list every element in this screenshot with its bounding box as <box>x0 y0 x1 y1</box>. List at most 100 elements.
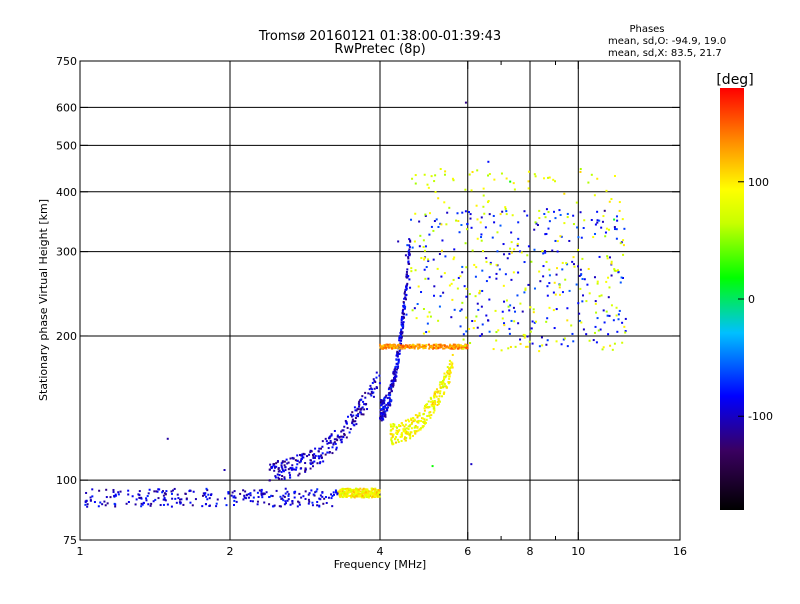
data-point <box>93 501 96 504</box>
data-point <box>337 490 340 493</box>
data-point <box>575 283 578 286</box>
data-point <box>552 291 555 294</box>
data-point <box>394 370 397 373</box>
data-point <box>413 344 416 347</box>
data-point <box>435 388 438 391</box>
data-point <box>382 407 385 410</box>
data-point <box>347 415 350 418</box>
data-point <box>438 395 441 398</box>
data-point <box>533 321 536 324</box>
data-point <box>338 493 341 496</box>
data-point <box>399 435 402 438</box>
data-point <box>414 432 417 435</box>
data-point <box>404 431 407 434</box>
data-point <box>239 492 242 495</box>
data-point <box>161 491 164 494</box>
data-point <box>142 502 145 505</box>
y-tick-label: 400 <box>56 186 77 199</box>
data-point <box>370 387 373 390</box>
data-point <box>344 493 347 496</box>
data-point <box>548 282 551 285</box>
data-point <box>147 492 150 495</box>
data-point <box>344 488 347 491</box>
data-point <box>532 311 535 314</box>
data-point <box>380 400 383 403</box>
data-point <box>558 283 561 286</box>
data-point <box>391 425 394 428</box>
data-point <box>321 452 324 455</box>
data-point <box>268 503 271 506</box>
data-point <box>335 491 338 494</box>
data-point <box>452 343 455 346</box>
data-point <box>233 499 236 502</box>
data-point <box>458 347 461 350</box>
data-point <box>389 391 392 394</box>
data-point <box>618 201 621 204</box>
data-point <box>488 276 491 279</box>
data-point <box>402 315 405 318</box>
data-point <box>138 494 141 497</box>
data-point <box>320 447 323 450</box>
data-point <box>381 402 384 405</box>
data-point <box>411 434 414 437</box>
data-point <box>293 496 296 499</box>
data-point <box>304 490 307 493</box>
data-point <box>117 493 120 496</box>
data-point <box>382 346 385 349</box>
data-point <box>617 271 620 274</box>
data-point <box>341 496 344 499</box>
x-tick-label: 2 <box>227 545 234 558</box>
data-point <box>284 466 287 469</box>
data-point <box>412 420 415 423</box>
data-point <box>604 231 607 234</box>
data-point <box>556 267 559 270</box>
data-point <box>575 201 578 204</box>
data-point <box>247 496 250 499</box>
data-point <box>131 495 134 498</box>
data-point <box>607 276 610 279</box>
data-point <box>332 493 335 496</box>
data-point <box>312 457 315 460</box>
data-point <box>99 501 102 504</box>
data-point <box>475 204 478 207</box>
data-point <box>513 248 516 251</box>
data-point <box>422 307 425 310</box>
data-point <box>404 419 407 422</box>
data-point <box>611 348 614 351</box>
data-point <box>462 333 465 336</box>
data-point <box>404 346 407 349</box>
data-point <box>289 476 292 479</box>
data-point <box>555 273 558 276</box>
data-point <box>437 344 440 347</box>
data-point <box>188 489 191 492</box>
data-point <box>401 310 404 313</box>
data-point <box>313 460 316 463</box>
data-point <box>361 395 364 398</box>
data-point <box>435 343 438 346</box>
data-point <box>425 418 428 421</box>
data-point <box>553 281 556 284</box>
data-point <box>392 378 395 381</box>
data-point <box>437 343 440 346</box>
data-point <box>624 330 627 333</box>
data-point <box>467 211 470 214</box>
data-point <box>508 327 511 330</box>
phase-stats-x-mode: mean, sd,X: 83.5, 21.7 <box>608 48 722 59</box>
data-point <box>613 218 616 221</box>
data-point <box>594 232 597 235</box>
data-point <box>520 251 523 254</box>
data-point <box>385 394 388 397</box>
data-point <box>508 332 511 335</box>
data-point <box>553 327 556 330</box>
data-point <box>307 502 310 505</box>
data-point <box>194 498 197 501</box>
data-point <box>508 309 511 312</box>
data-point <box>370 394 373 397</box>
data-point <box>353 424 356 427</box>
data-point <box>423 173 426 176</box>
data-point <box>459 325 462 328</box>
data-point <box>523 291 526 294</box>
data-point <box>465 316 468 319</box>
data-point <box>409 240 412 243</box>
